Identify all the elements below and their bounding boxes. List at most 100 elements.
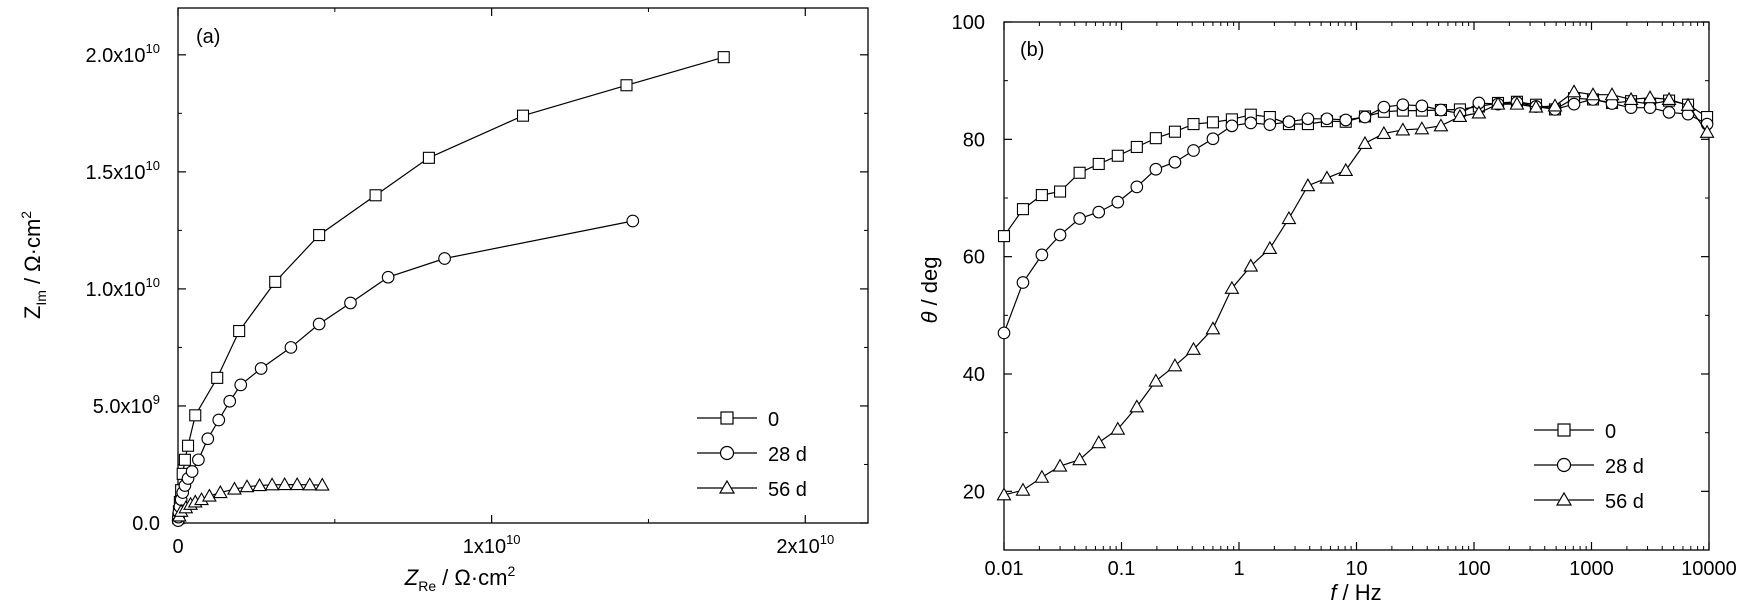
triangle-marker [1471, 105, 1487, 119]
circle-marker [1073, 212, 1086, 225]
x-tick-label: 1000 [1569, 558, 1614, 580]
tick-marks [1003, 21, 1710, 550]
triangle-marker [1338, 162, 1354, 176]
x-tick-label: 0.1 [1108, 558, 1136, 580]
legend-item-56d: 56 d [1534, 491, 1644, 513]
circle-marker [1092, 205, 1106, 219]
y-tick-label: 5.0x109 [93, 392, 160, 418]
series-28d [171, 214, 640, 528]
legend-label: 56 d [1605, 491, 1644, 513]
x-axis-unit: / Ω·cm [442, 565, 507, 590]
svg-text:ZRe/ Ω·cm2: ZRe / Ω·cm2 [404, 563, 516, 594]
triangle-marker [1680, 97, 1696, 111]
triangle-marker [1167, 358, 1183, 372]
legend-item-56d: 56 d [697, 479, 807, 501]
y-tick-label: 1.5x1010 [85, 158, 160, 184]
circle-marker [185, 465, 199, 478]
impedance-nyquist-chart: 0 1x1010 2x1010 0.0 5.0x109 1.0x1010 1.5x1010… [18, 7, 869, 594]
series-0 [172, 51, 730, 525]
legend-circle-marker [719, 445, 735, 461]
y-axis-symbol: θ [917, 311, 942, 323]
series-line [1003, 91, 1708, 496]
svg-text:f/ Hz: f / Hz [1330, 580, 1381, 605]
square-marker [422, 151, 435, 164]
x-tick-label: 0.01 [985, 558, 1024, 580]
square-marker [369, 189, 382, 202]
x-tick-label: 1 [1233, 558, 1244, 580]
triangle-marker [239, 479, 255, 493]
square-marker [1073, 166, 1086, 179]
y-axis-unit: / Ω·cm [20, 219, 45, 284]
legend-square-marker [1557, 423, 1571, 437]
circle-marker [223, 394, 237, 408]
y-tick-label: 2.0x1010 [85, 41, 160, 67]
circle-marker [1263, 118, 1277, 132]
circle-marker [254, 362, 268, 375]
x-tick-label: 0 [172, 536, 183, 558]
triangle-marker [1433, 118, 1449, 132]
triangle-marker [1224, 280, 1240, 294]
circle-marker [438, 252, 451, 265]
legend: 0 28 d 56 d [697, 409, 807, 501]
circle-marker [284, 341, 298, 354]
square-marker [211, 371, 224, 384]
x-tick-label: 2x1010 [776, 532, 834, 558]
square-marker [1130, 140, 1143, 154]
triangle-marker [1528, 99, 1544, 113]
y-tick-labels: 20 40 60 80 100 [952, 12, 985, 503]
y-axis-unit: / deg [917, 257, 942, 306]
legend-label: 56 d [768, 479, 807, 501]
circle-marker [626, 214, 640, 228]
square-marker [516, 109, 530, 122]
square-marker [1016, 203, 1030, 216]
series-0 [997, 92, 1714, 243]
circle-marker [1662, 105, 1676, 119]
square-marker [1187, 118, 1200, 131]
x-tick-label: 10000 [1681, 558, 1737, 580]
legend-item-0: 0 [697, 409, 779, 431]
x-axis-title: f / Hz [1330, 580, 1381, 605]
square-marker [1092, 157, 1105, 171]
circle-marker [1377, 100, 1391, 114]
triangle-marker [1110, 421, 1126, 435]
triangle-marker [302, 477, 318, 491]
triangle-marker [1262, 240, 1278, 255]
triangle-marker [1395, 122, 1411, 136]
triangle-marker [1566, 84, 1582, 98]
legend-triangle-marker [1555, 491, 1573, 506]
triangle-marker [314, 477, 330, 491]
square-marker [717, 51, 730, 64]
legend-label: 0 [1605, 421, 1616, 443]
square-marker [178, 453, 191, 466]
series-line [177, 56, 724, 519]
y-axis-title: ZIm / Ω·cm2 [18, 211, 49, 319]
y-tick-label: 0.0 [132, 513, 160, 535]
circle-marker [1053, 228, 1067, 242]
legend-square-marker [720, 411, 734, 425]
y-tick-label: 60 [963, 247, 985, 269]
triangle-marker [1414, 121, 1430, 135]
y-tick-label: 80 [963, 129, 985, 151]
square-marker [1168, 125, 1181, 138]
circle-marker [192, 453, 205, 467]
svg-text:θ/ deg: θ / deg [917, 257, 942, 324]
legend-triangle-marker [718, 479, 736, 494]
x-axis-unit: / Hz [1343, 580, 1382, 605]
square-marker [997, 230, 1011, 243]
series-line [1003, 98, 1708, 334]
y-tick-label: 20 [963, 481, 985, 503]
legend-item-28d: 28 d [697, 444, 807, 466]
square-marker [269, 275, 282, 288]
x-tick-label: 10 [1345, 558, 1367, 580]
legend: 0 28 d 56 d [1534, 421, 1644, 513]
circle-marker [344, 296, 357, 310]
triangle-marker [252, 477, 267, 492]
triangle-marker [1186, 341, 1201, 355]
triangle-marker [996, 487, 1012, 501]
x-axis-symbol: f [1330, 580, 1339, 605]
triangle-marker [1034, 469, 1050, 483]
y-axis-unit-exponent: 2 [18, 211, 34, 219]
data-series [996, 84, 1715, 501]
square-marker [1035, 189, 1048, 202]
triangle-marker [1699, 124, 1715, 138]
